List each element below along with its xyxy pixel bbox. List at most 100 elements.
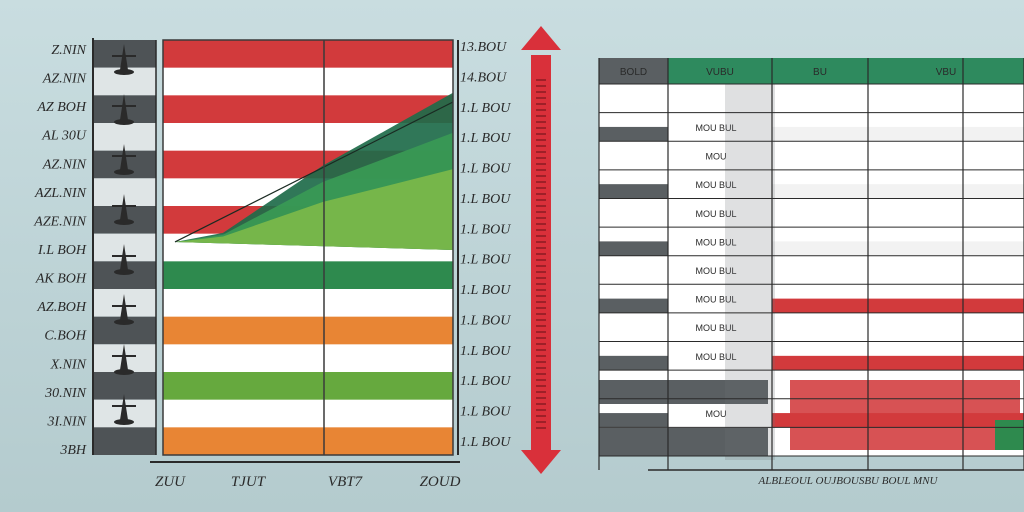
monument-icon [112, 394, 136, 425]
table-row-label: MOU [706, 152, 727, 162]
arrow-shaft [531, 55, 551, 450]
table-green-block [995, 420, 1024, 450]
table-row [599, 255, 1024, 285]
right-label: 1.L BOU [460, 344, 511, 359]
band-13 [163, 399, 453, 428]
right-label: 1.L BOU [460, 253, 511, 268]
table-row-dark-cell [599, 355, 668, 371]
icon-band-14 [93, 427, 156, 455]
left-chart-areas [174, 92, 454, 250]
arrow-head-down [521, 450, 561, 474]
table-header-cell [868, 58, 1024, 84]
table-row-dark-cell [599, 298, 668, 313]
table-row-dark-cell [599, 413, 668, 428]
table-row-accent [772, 184, 1024, 199]
left-label: AL 30U [41, 129, 87, 144]
left-label: AZ.BOH [36, 300, 87, 315]
x-label: ZOUD [420, 474, 461, 490]
right-label: 1.L BOU [460, 101, 511, 116]
left-label: AZL.NIN [34, 186, 87, 201]
table-rows: MOU BUL MOU MOU BUL MOU BUL MOU BUL MOU BUL MO… [599, 84, 1024, 456]
table-header-cell [599, 58, 668, 84]
area-series-2 [175, 169, 453, 250]
arrow-ruler-ticks [536, 79, 546, 429]
left-label: 30.NIN [44, 386, 87, 401]
table-row-label: MOU BUL [695, 123, 736, 133]
monument-icon [112, 94, 136, 125]
monument-icon [112, 244, 136, 275]
table-row [599, 312, 1024, 342]
band-11 [163, 344, 453, 373]
right-label: 1.L BOU [460, 222, 511, 237]
right-label: 14.BOU [460, 70, 507, 85]
table-header: BOLD VUBU BU VBU [599, 58, 1024, 84]
table-row [599, 141, 1024, 170]
left-label: AZ.NIN [42, 157, 87, 172]
table-row [599, 198, 1024, 228]
right-label: 1.L BOU [460, 374, 511, 389]
table-gray-block [599, 428, 768, 456]
table-row-accent [772, 298, 1024, 313]
right-label: 13.BOU [460, 40, 507, 55]
right-labels: 13.BOU 14.BOU 1.L BOU 1.L BOU 1.L BOU 1.L BOU… [460, 40, 511, 450]
double-arrow [521, 26, 561, 474]
icon-band-3 [93, 123, 156, 151]
icon-band-12 [93, 372, 156, 400]
band-9 [163, 289, 453, 318]
area-edge-line [174, 101, 454, 243]
table-row-dark-cell [599, 126, 668, 142]
band-8 [163, 261, 453, 290]
table-header-cell [668, 58, 772, 84]
left-label: AK BOH [35, 272, 87, 287]
table-header-label: BOLD [620, 67, 647, 78]
right-table: MOU BUL MOU MOU BUL MOU BUL MOU BUL MOU BUL MO… [598, 58, 1024, 487]
left-label: Z.NIN [51, 43, 86, 58]
table-row-label: MOU BUL [695, 209, 736, 219]
right-label: 1.L BOU [460, 131, 511, 146]
table-red-block [790, 380, 1020, 450]
right-label: 1.L BOU [460, 283, 511, 298]
table-x-label: ALBLEOUL OUJBOUSBU BOUL MNU [758, 475, 939, 487]
table-row-dark-cell [599, 184, 668, 199]
table-header-label: VBU [936, 67, 957, 78]
table-row-label: MOU BUL [695, 237, 736, 247]
table-grid [598, 58, 1024, 470]
monument-icon [112, 294, 136, 325]
table-shadow [725, 60, 775, 460]
band-12 [163, 372, 453, 401]
table-row-label: MOU BUL [695, 352, 736, 362]
band-2 [163, 95, 453, 124]
table-row-label: MOU BUL [695, 323, 736, 333]
table-gray-block [599, 380, 768, 404]
table-header-cell [772, 58, 868, 84]
x-label: TJUT [231, 474, 267, 490]
right-label: 1.L BOU [460, 162, 511, 177]
left-label: I.L BOH [37, 243, 87, 258]
table-row-label: MOU BUL [695, 295, 736, 305]
right-label: 1.L BOU [460, 313, 511, 328]
left-label: AZ BOH [36, 100, 87, 115]
table-row-accent [772, 241, 1024, 256]
right-label: 1.L BOU [460, 192, 511, 207]
table-row-label: MOU BUL [695, 266, 736, 276]
left-chart: Z.NIN AZ.NIN AZ BOH AL 30U AZ.NIN AZL.NIN AZE.… [33, 38, 511, 490]
left-label: X.NIN [50, 357, 87, 372]
table-row-label: MOU [706, 409, 727, 419]
table-row-accent [772, 126, 1024, 142]
band-10 [163, 316, 453, 345]
monument-icon [112, 144, 136, 175]
table-row-dark-cell [599, 241, 668, 256]
band-0 [163, 40, 453, 69]
monument-icon [112, 194, 136, 225]
table-header-label: BU [813, 67, 827, 78]
table-row-label: MOU BUL [695, 180, 736, 190]
right-label: 1.L BOU [460, 405, 511, 420]
left-label: AZ.NIN [42, 72, 87, 87]
band-1 [163, 67, 453, 96]
left-label: 3BH [59, 443, 87, 458]
monument-icon [112, 344, 136, 375]
band-14 [163, 427, 453, 456]
table-row [599, 84, 1024, 113]
left-labels: Z.NIN AZ.NIN AZ BOH AL 30U AZ.NIN AZL.NIN AZE.… [33, 43, 87, 458]
